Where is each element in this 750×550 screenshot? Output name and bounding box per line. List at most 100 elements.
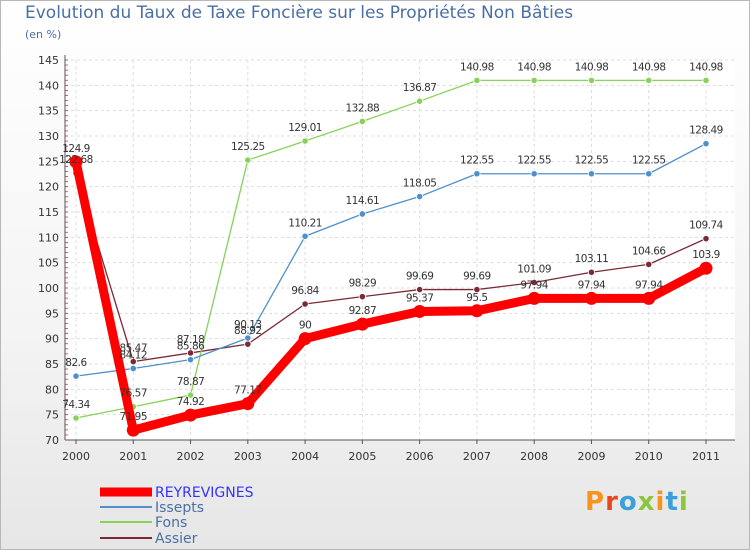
data-label: 92.87	[349, 305, 377, 317]
data-point	[301, 232, 309, 240]
series-assier	[72, 169, 710, 366]
data-point	[416, 192, 424, 201]
data-label: 101.09	[517, 263, 551, 275]
data-point	[301, 300, 309, 308]
data-point	[473, 76, 481, 84]
data-label: 125.25	[231, 141, 265, 153]
data-point	[358, 210, 366, 218]
data-point	[72, 414, 80, 422]
data-point	[358, 117, 366, 126]
data-point	[584, 291, 598, 305]
data-label: 132.88	[345, 102, 379, 114]
y-tick-label: 90	[45, 333, 59, 346]
series-line	[75, 79, 707, 419]
data-point	[527, 291, 541, 305]
data-label: 82.6	[65, 357, 87, 369]
data-point	[72, 372, 80, 380]
y-tick-label: 105	[38, 257, 59, 270]
data-point	[413, 304, 427, 318]
data-label: 99.69	[463, 271, 491, 283]
y-tick-label: 140	[38, 79, 59, 92]
data-point	[244, 340, 252, 348]
data-label: 96.84	[291, 285, 319, 297]
data-point	[241, 397, 255, 411]
y-tick-label: 95	[45, 307, 59, 320]
legend-label: Assier	[155, 531, 198, 547]
proxiti-logo: Proxiti	[585, 487, 689, 517]
data-point	[530, 170, 538, 178]
y-tick-label: 135	[38, 105, 59, 118]
data-point	[416, 97, 424, 105]
data-label: 98.29	[349, 278, 377, 290]
y-tick-label: 115	[38, 206, 59, 219]
series-fons	[72, 76, 710, 422]
legend-label: Fons	[155, 515, 187, 531]
data-label: 140.98	[632, 61, 666, 73]
x-tick-label: 2000	[62, 450, 90, 463]
y-tick-label: 80	[45, 383, 59, 396]
x-tick-label: 2011	[692, 450, 720, 463]
labels-assier: 122.68 85.47 87.18 88.92 96.84 98.29 99.69 99.6…	[59, 154, 724, 355]
data-point	[645, 170, 653, 178]
x-tick-label: 2009	[577, 450, 605, 463]
x-tick-label: 2008	[520, 450, 548, 463]
y-tick-label: 145	[38, 54, 59, 67]
x-tick-label: 2005	[348, 450, 376, 463]
data-label: 74.92	[177, 396, 205, 408]
data-point	[587, 170, 596, 178]
y-tick-label: 120	[38, 181, 59, 194]
logo-letter: i	[655, 487, 666, 517]
data-point	[298, 332, 312, 346]
data-point	[587, 76, 596, 84]
data-label: 90	[299, 320, 311, 332]
logo-letter: r	[605, 487, 619, 517]
x-tick-label: 2006	[406, 450, 434, 463]
x-tick-label: 2004	[291, 450, 319, 463]
data-point	[126, 423, 140, 437]
data-label: 95.37	[406, 292, 434, 304]
data-label: 122.55	[632, 155, 666, 167]
logo-letter: P	[585, 487, 606, 517]
data-label: 95.5	[466, 292, 487, 304]
data-label: 76.57	[119, 388, 147, 400]
data-label: 99.69	[406, 271, 434, 283]
data-label: 136.87	[403, 82, 437, 94]
data-label: 97.94	[578, 279, 606, 291]
data-point	[530, 76, 538, 84]
data-label: 90.13	[234, 319, 262, 331]
data-label: 140.98	[460, 61, 494, 73]
logo-letter: x	[637, 487, 656, 517]
data-point	[702, 76, 710, 84]
data-label: 122.55	[575, 155, 609, 167]
data-point	[129, 364, 137, 373]
x-tick-label: 2007	[463, 450, 491, 463]
logo-letter: i	[678, 487, 689, 517]
data-label: 140.98	[517, 61, 551, 73]
data-point	[69, 155, 83, 169]
series-line	[75, 172, 707, 363]
data-label: 85.47	[119, 343, 147, 355]
data-point	[129, 358, 137, 366]
x-tick-label: 2010	[635, 450, 663, 463]
data-point	[473, 285, 481, 294]
data-label: 74.34	[62, 399, 90, 411]
data-label: 88.92	[234, 325, 262, 337]
data-point	[184, 408, 198, 422]
data-label: 124.9	[62, 143, 90, 155]
data-point	[301, 137, 309, 145]
series-line	[75, 143, 707, 377]
legend-label: Issepts	[155, 500, 204, 516]
x-tick-label: 2002	[177, 450, 205, 463]
y-tick-label: 85	[45, 358, 59, 371]
data-label: 140.98	[575, 61, 609, 73]
data-point	[244, 334, 252, 342]
data-label: 103.11	[575, 253, 609, 265]
y-tick-label: 100	[38, 282, 59, 295]
data-label: 110.21	[288, 217, 322, 229]
x-tick-label: 2003	[234, 450, 262, 463]
data-label: 122.55	[460, 155, 494, 167]
data-label: 77.17	[234, 385, 262, 397]
data-point	[699, 261, 713, 275]
y-tick-label: 110	[38, 231, 59, 244]
data-label: 87.18	[177, 334, 205, 346]
